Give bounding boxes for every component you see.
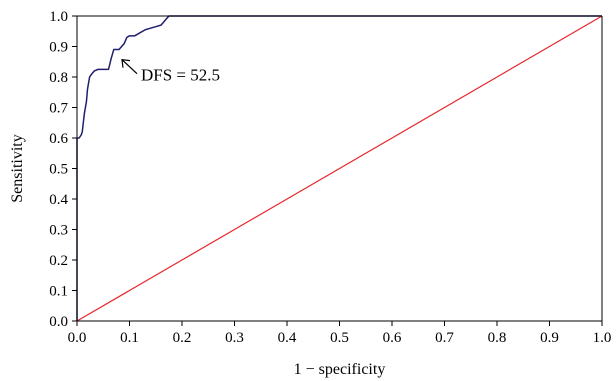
- y-tick-label: 0.8: [49, 70, 68, 86]
- x-tick-label: 0.1: [120, 330, 139, 346]
- x-tick-label: 0.8: [488, 330, 507, 346]
- x-tick-label: 0.6: [383, 330, 402, 346]
- annotation-arrow-line: [121, 59, 138, 75]
- y-tick-label: 0.6: [49, 131, 68, 147]
- x-tick-label: 0.2: [173, 330, 192, 346]
- series-line-2: [76, 15, 603, 322]
- x-tick-label: 0.4: [278, 330, 297, 346]
- y-tick-label: 0.3: [49, 223, 68, 239]
- y-tick-label: 1.0: [49, 9, 68, 25]
- annotation-label: DFS = 52.5: [141, 66, 220, 85]
- x-tick-label: 0.7: [435, 330, 454, 346]
- y-tick-label: 0.0: [49, 314, 68, 330]
- series-line-1: [76, 15, 602, 321]
- x-axis-title: 1 − specificity: [294, 361, 386, 378]
- y-tick-label: 0.5: [49, 162, 68, 178]
- ticks-layer: 0.0 0.1 0.2 0.3 0.4 0.5 0.6 0.7 0.8 0.9 1.0 0.0 0.1 0…: [49, 9, 611, 346]
- y-tick-label: 0.7: [49, 101, 68, 117]
- annotation-arrow-head: [121, 58, 131, 68]
- y-tick-label: 0.4: [49, 192, 68, 208]
- y-axis-title: Sensitivity: [9, 134, 26, 202]
- x-tick-label: 0.0: [68, 330, 87, 346]
- x-tick-label: 0.9: [540, 330, 559, 346]
- series-layer: [76, 15, 603, 322]
- y-tick-label: 0.1: [49, 284, 68, 300]
- y-tick-label: 0.2: [49, 253, 68, 269]
- x-tick-label: 1.0: [593, 330, 612, 346]
- y-tick-label: 0.9: [49, 40, 68, 56]
- x-tick-label: 0.3: [225, 330, 244, 346]
- x-tick-label: 0.5: [330, 330, 349, 346]
- annotation-layer: DFS = 52.5: [121, 58, 220, 85]
